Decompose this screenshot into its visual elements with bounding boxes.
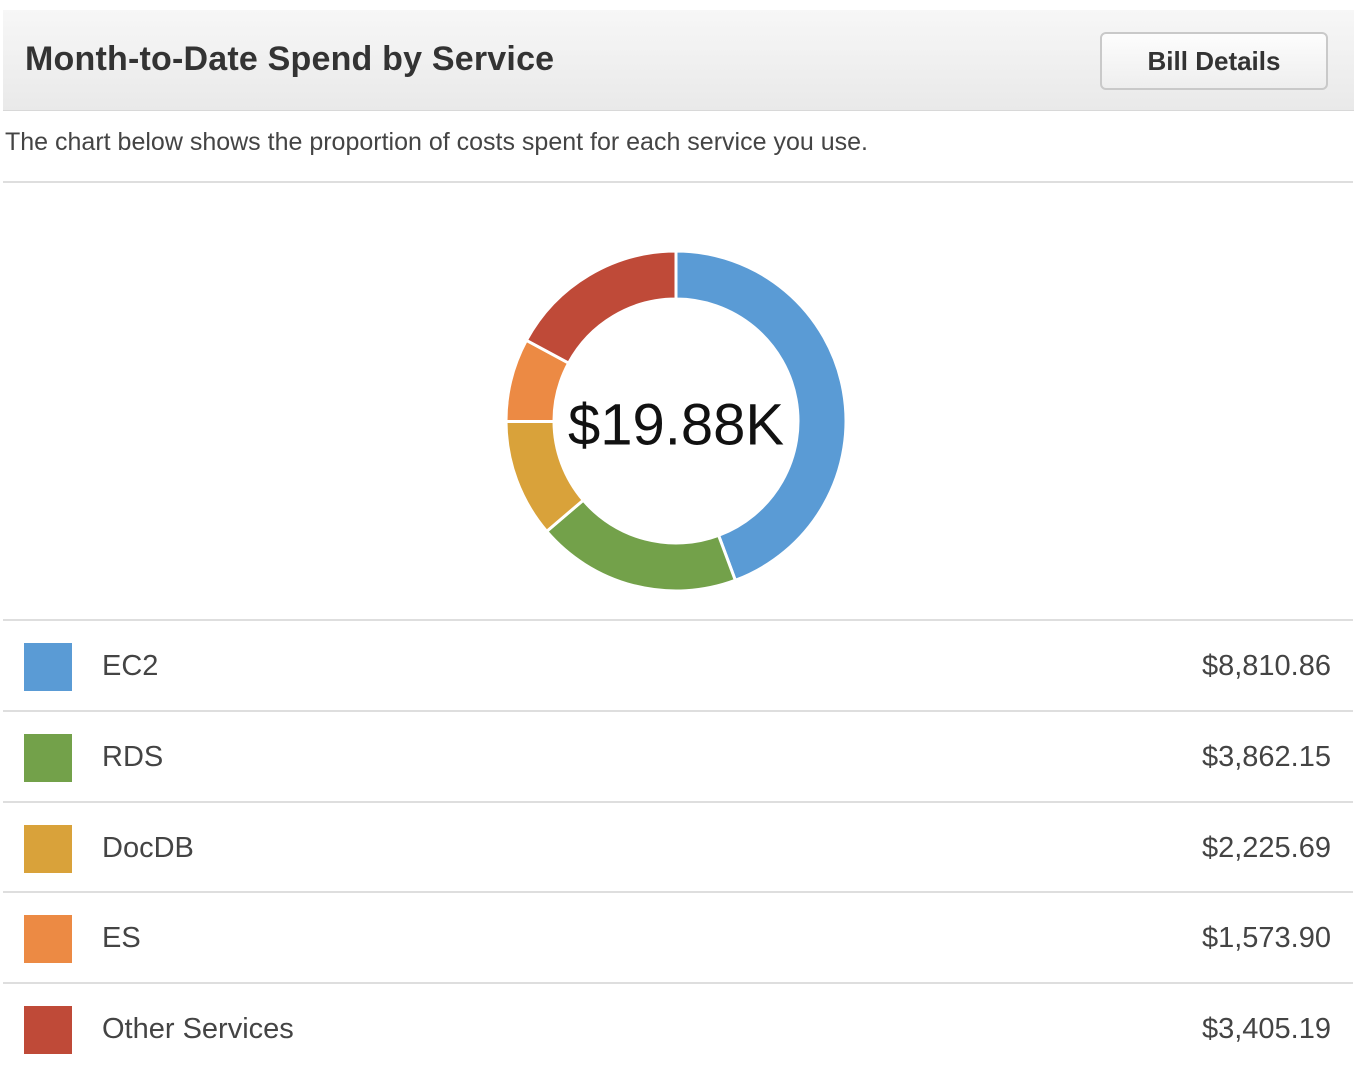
legend-swatch [24, 643, 72, 691]
legend-label: EC2 [102, 650, 159, 682]
divider [3, 181, 1353, 183]
donut-slice-ec2 [674, 249, 848, 583]
bill-details-button[interactable]: Bill Details [1100, 32, 1328, 90]
legend-swatch [24, 915, 72, 963]
legend-value: $3,405.19 [1201, 1013, 1331, 1045]
legend-value: $8,810.86 [1201, 650, 1331, 682]
legend-row-other-services: Other Services $3,405.19 [3, 982, 1353, 1074]
legend-row-es: ES $1,573.90 [3, 891, 1353, 983]
legend-label: Other Services [102, 1013, 294, 1045]
legend-row-ec2: EC2 $8,810.86 [3, 619, 1353, 711]
legend-label: RDS [102, 741, 164, 773]
legend-row-rds: RDS $3,862.15 [3, 710, 1353, 802]
donut-slice-other-services [524, 249, 678, 366]
legend-label: DocDB [102, 832, 194, 864]
spend-panel: Month-to-Date Spend by Service Bill Deta… [3, 10, 1354, 1071]
legend-value: $1,573.90 [1201, 922, 1331, 954]
legend-swatch [24, 1006, 72, 1054]
legend-row-docdb: DocDB $2,225.69 [3, 801, 1353, 893]
chart-description: The chart below shows the proportion of … [5, 128, 868, 156]
panel-header: Month-to-Date Spend by Service Bill Deta… [3, 10, 1354, 111]
legend-value: $3,862.15 [1201, 741, 1331, 773]
donut-chart-svg: $19.88K [504, 249, 848, 593]
legend-value: $2,225.69 [1201, 832, 1331, 864]
panel-title: Month-to-Date Spend by Service [25, 40, 555, 78]
legend-swatch [24, 734, 72, 782]
legend-swatch [24, 825, 72, 873]
donut-slice-rds [544, 498, 738, 593]
donut-center-total: $19.88K [568, 393, 784, 458]
donut-chart: $19.88K [3, 184, 1354, 618]
legend-label: ES [102, 922, 141, 954]
